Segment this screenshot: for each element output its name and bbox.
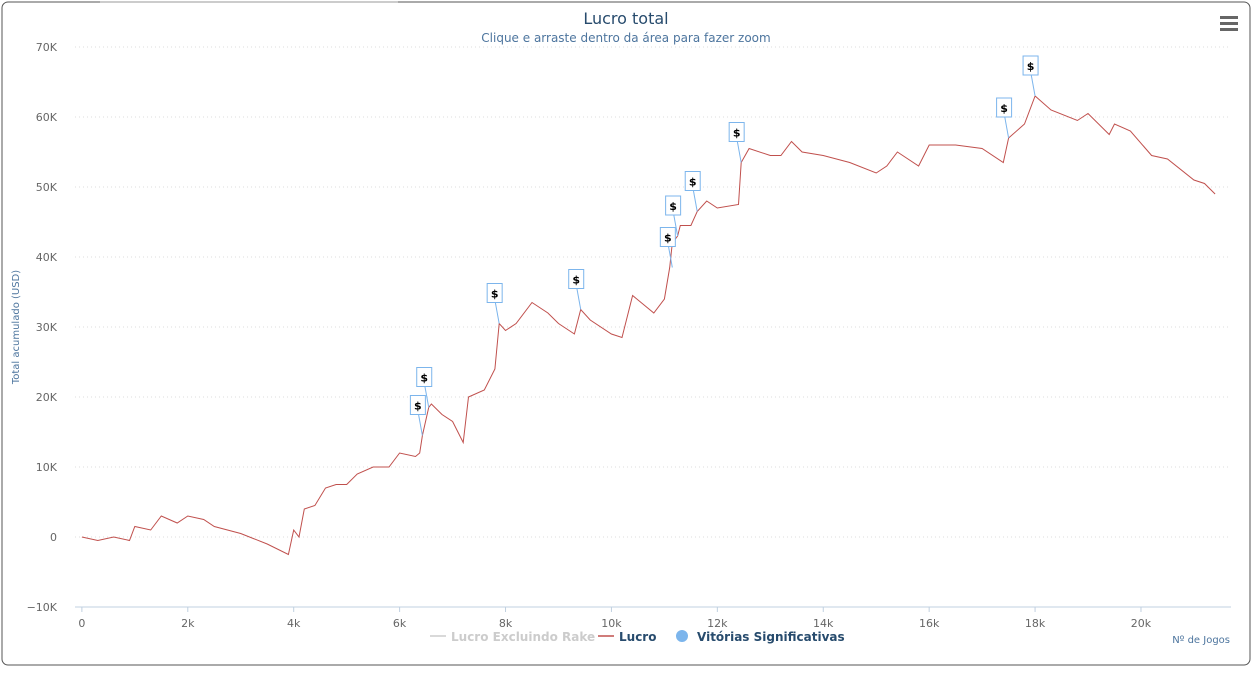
legend-item[interactable]: Vitórias Significativas <box>676 630 845 644</box>
flag-stem <box>424 385 430 408</box>
flag-stem <box>673 213 679 237</box>
flag-label: $ <box>733 127 741 140</box>
flag-label: $ <box>414 400 422 413</box>
y-tick-label: 20K <box>36 391 58 404</box>
chart-title: Lucro total <box>583 9 668 28</box>
flag[interactable]: $ <box>659 227 676 268</box>
flag-stem <box>417 413 423 436</box>
x-tick-label: 10k <box>601 617 622 630</box>
x-tick-label: 12k <box>707 617 728 630</box>
flag-stem <box>494 301 500 324</box>
x-tick-label: 14k <box>813 617 834 630</box>
flag[interactable]: $ <box>568 269 585 310</box>
legend-label: Lucro <box>619 630 656 644</box>
flag[interactable]: $ <box>665 195 682 237</box>
flag-stem <box>1030 73 1036 97</box>
y-tick-label: 60K <box>36 111 58 124</box>
y-tick-label: 30K <box>36 321 58 334</box>
lucro-line <box>81 95 1216 556</box>
flag-box <box>659 227 676 247</box>
y-tick-label: 0 <box>50 531 57 544</box>
flag[interactable]: $ <box>728 122 745 163</box>
y-axis-title: Total acumulado (USD) <box>11 270 22 385</box>
flag[interactable]: $ <box>486 283 503 324</box>
flag-box <box>416 367 433 387</box>
flag-box <box>728 122 745 142</box>
x-tick-label: 8k <box>499 617 513 630</box>
chart-subtitle: Clique e arraste dentro da área para faz… <box>481 31 770 45</box>
flag-stem <box>692 189 698 212</box>
flag-label: $ <box>1027 60 1035 73</box>
legend-label: Lucro Excluindo Rake <box>451 630 595 644</box>
flag[interactable]: $ <box>416 367 433 408</box>
flag-box <box>1022 55 1039 76</box>
y-tick-label: 40K <box>36 251 58 264</box>
y-tick-label: 50K <box>36 181 58 194</box>
flag-label: $ <box>572 274 580 287</box>
flag-box <box>409 395 426 415</box>
x-axis-title: Nº de Jogos <box>1172 635 1230 646</box>
flag-label: $ <box>491 288 499 301</box>
flag-box <box>568 269 585 289</box>
flag[interactable]: $ <box>409 395 426 436</box>
flag[interactable]: $ <box>684 171 701 212</box>
legend-label: Vitórias Significativas <box>697 630 845 644</box>
flag-box <box>665 195 682 216</box>
flag-stem <box>736 140 742 163</box>
flag[interactable]: $ <box>996 97 1013 139</box>
flag-label: $ <box>1000 102 1008 115</box>
flag-stem <box>667 245 673 268</box>
flag-label: $ <box>669 200 677 213</box>
flag-stem <box>576 287 582 310</box>
legend-item[interactable]: Lucro Excluindo Rake <box>430 630 595 644</box>
x-tick-label: 4k <box>287 617 301 630</box>
flag-label: $ <box>689 176 697 189</box>
x-tick-label: 6k <box>393 617 407 630</box>
legend-symbol <box>676 630 688 642</box>
legend-item[interactable]: Lucro <box>598 630 656 644</box>
flag[interactable]: $ <box>1022 55 1039 97</box>
flag-box <box>486 283 503 303</box>
x-tick-label: 20k <box>1131 617 1152 630</box>
y-tick-label: 70K <box>36 41 58 54</box>
x-tick-label: 2k <box>181 617 195 630</box>
flag-box <box>684 171 701 191</box>
menu-button[interactable] <box>1220 16 1238 31</box>
x-tick-label: 0 <box>78 617 85 630</box>
x-tick-label: 18k <box>1025 617 1046 630</box>
y-tick-label: 10K <box>36 461 58 474</box>
flag-label: $ <box>420 372 428 385</box>
y-tick-label: −10K <box>27 601 58 614</box>
flag-stem <box>1004 115 1010 139</box>
flag-label: $ <box>664 232 672 245</box>
x-tick-label: 16k <box>919 617 940 630</box>
flag-box <box>996 97 1013 118</box>
